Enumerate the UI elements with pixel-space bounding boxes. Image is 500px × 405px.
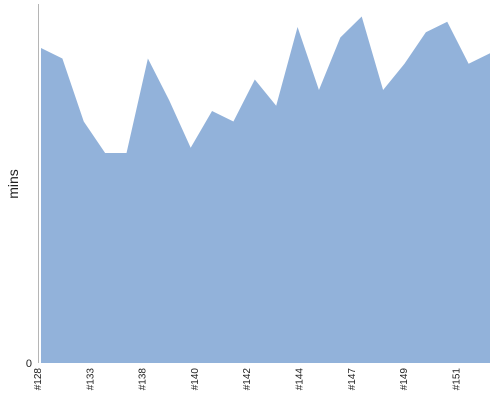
y-axis-label: mins bbox=[5, 169, 21, 199]
y-tick-label: 0 bbox=[26, 358, 32, 370]
x-tick-label: #144 bbox=[295, 368, 306, 391]
x-tick-label: #142 bbox=[242, 368, 253, 391]
x-tick-label: #138 bbox=[138, 368, 149, 391]
x-tick-label: #133 bbox=[85, 368, 96, 391]
x-tick-label: #151 bbox=[451, 368, 462, 391]
y-axis-ticks: 0 bbox=[26, 358, 32, 370]
area-series bbox=[41, 16, 490, 363]
x-tick-label: #128 bbox=[33, 368, 44, 391]
x-axis-ticks: #128 #133 #138 #140 #142 #144 #147 #149 #151 bbox=[33, 368, 462, 391]
x-tick-label: #147 bbox=[347, 368, 358, 391]
x-tick-label: #149 bbox=[399, 368, 410, 391]
plot-area bbox=[41, 16, 490, 363]
x-tick-label: #140 bbox=[190, 368, 201, 391]
